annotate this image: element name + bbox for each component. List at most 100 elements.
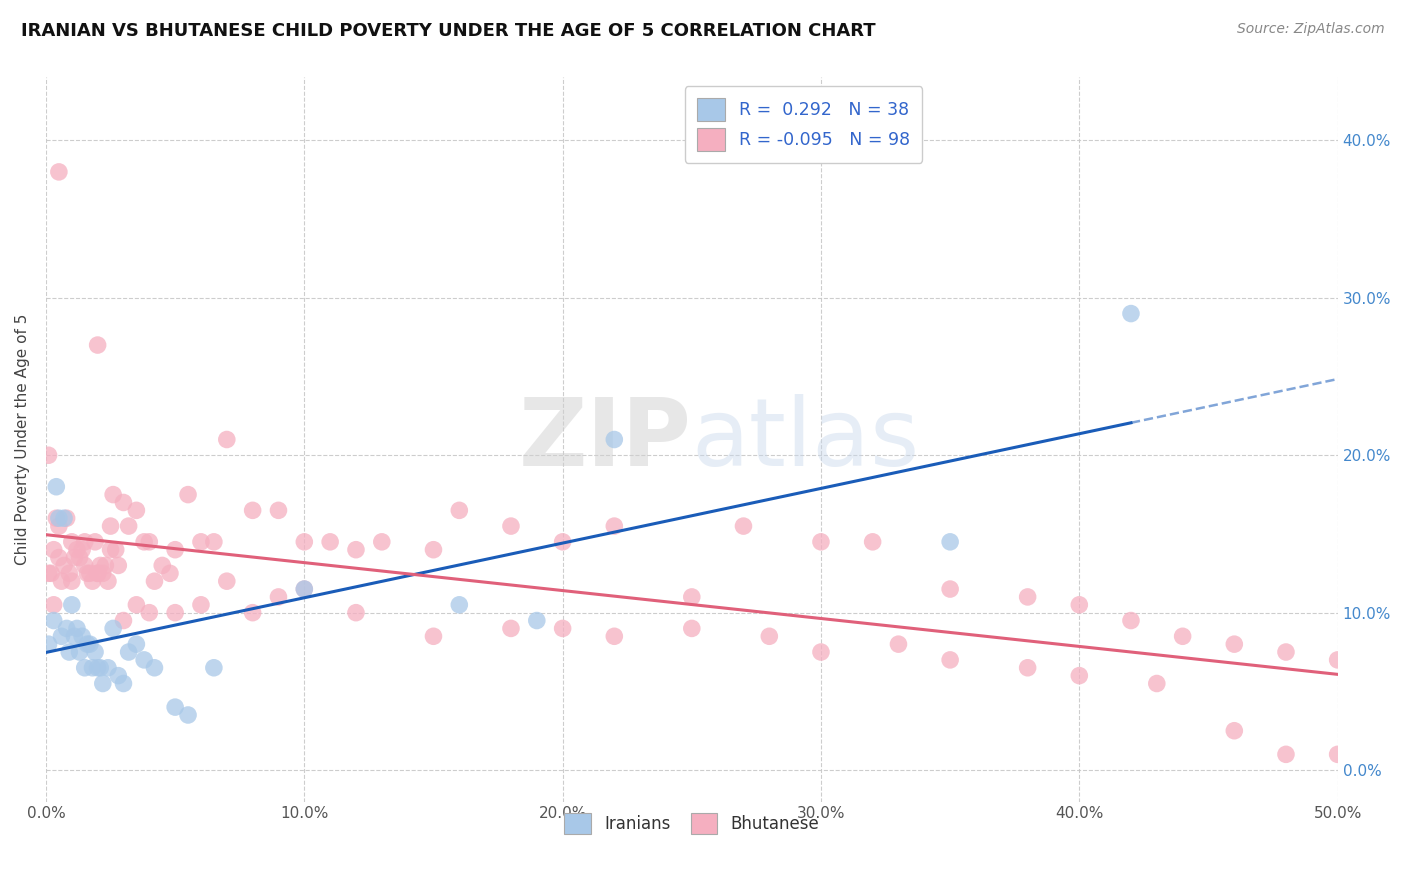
Point bbox=[94, 558, 117, 573]
Point bbox=[51, 629, 73, 643]
Point bbox=[202, 661, 225, 675]
Point bbox=[138, 606, 160, 620]
Point bbox=[84, 645, 107, 659]
Point bbox=[91, 566, 114, 581]
Point bbox=[242, 503, 264, 517]
Point bbox=[1171, 629, 1194, 643]
Point bbox=[134, 534, 156, 549]
Point bbox=[86, 338, 108, 352]
Point bbox=[100, 542, 122, 557]
Point bbox=[292, 582, 315, 596]
Point bbox=[1146, 676, 1168, 690]
Point bbox=[165, 700, 187, 714]
Point bbox=[89, 558, 111, 573]
Point bbox=[86, 661, 108, 675]
Point bbox=[73, 558, 96, 573]
Point bbox=[48, 519, 70, 533]
Point bbox=[177, 487, 200, 501]
Point bbox=[125, 637, 148, 651]
Point bbox=[190, 534, 212, 549]
Point bbox=[267, 590, 290, 604]
Point bbox=[38, 637, 60, 651]
Point bbox=[86, 566, 108, 581]
Point bbox=[60, 534, 83, 549]
Point bbox=[371, 534, 394, 549]
Point bbox=[42, 542, 65, 557]
Point bbox=[449, 598, 471, 612]
Point bbox=[1069, 598, 1091, 612]
Point bbox=[215, 433, 238, 447]
Point bbox=[190, 598, 212, 612]
Point bbox=[1017, 661, 1039, 675]
Point bbox=[82, 661, 104, 675]
Point bbox=[165, 542, 187, 557]
Point bbox=[810, 534, 832, 549]
Point bbox=[422, 542, 444, 557]
Point bbox=[603, 433, 626, 447]
Point bbox=[1223, 723, 1246, 738]
Point bbox=[242, 606, 264, 620]
Point bbox=[79, 637, 101, 651]
Point bbox=[603, 519, 626, 533]
Point bbox=[42, 614, 65, 628]
Point bbox=[319, 534, 342, 549]
Point bbox=[117, 645, 139, 659]
Text: IRANIAN VS BHUTANESE CHILD POVERTY UNDER THE AGE OF 5 CORRELATION CHART: IRANIAN VS BHUTANESE CHILD POVERTY UNDER… bbox=[21, 22, 876, 40]
Point bbox=[344, 606, 367, 620]
Point bbox=[51, 574, 73, 589]
Point bbox=[499, 621, 522, 635]
Point bbox=[91, 676, 114, 690]
Point bbox=[63, 629, 86, 643]
Point bbox=[104, 542, 127, 557]
Point bbox=[82, 574, 104, 589]
Text: ZIP: ZIP bbox=[519, 393, 692, 485]
Point bbox=[66, 542, 89, 557]
Point bbox=[58, 645, 80, 659]
Point bbox=[177, 708, 200, 723]
Point bbox=[101, 621, 124, 635]
Point bbox=[939, 582, 962, 596]
Point bbox=[112, 614, 135, 628]
Point bbox=[84, 534, 107, 549]
Point bbox=[79, 566, 101, 581]
Point bbox=[215, 574, 238, 589]
Point bbox=[73, 534, 96, 549]
Point bbox=[138, 534, 160, 549]
Point bbox=[422, 629, 444, 643]
Point bbox=[76, 637, 98, 651]
Point bbox=[60, 574, 83, 589]
Point bbox=[134, 653, 156, 667]
Text: atlas: atlas bbox=[692, 393, 920, 485]
Point bbox=[499, 519, 522, 533]
Point bbox=[39, 566, 62, 581]
Point bbox=[1119, 614, 1142, 628]
Point bbox=[76, 566, 98, 581]
Point bbox=[69, 550, 91, 565]
Point bbox=[1119, 307, 1142, 321]
Point bbox=[887, 637, 910, 651]
Point bbox=[1223, 637, 1246, 651]
Point bbox=[1275, 747, 1298, 762]
Point bbox=[112, 495, 135, 509]
Point bbox=[89, 661, 111, 675]
Point bbox=[70, 542, 93, 557]
Point bbox=[53, 558, 76, 573]
Point bbox=[38, 448, 60, 462]
Point bbox=[551, 621, 574, 635]
Point bbox=[112, 676, 135, 690]
Point bbox=[48, 550, 70, 565]
Point bbox=[69, 645, 91, 659]
Point bbox=[551, 534, 574, 549]
Point bbox=[202, 534, 225, 549]
Point bbox=[45, 480, 67, 494]
Point bbox=[165, 606, 187, 620]
Legend: Iranians, Bhutanese: Iranians, Bhutanese bbox=[554, 803, 830, 844]
Point bbox=[60, 598, 83, 612]
Point bbox=[48, 511, 70, 525]
Point bbox=[55, 621, 77, 635]
Point bbox=[733, 519, 755, 533]
Point bbox=[45, 511, 67, 525]
Y-axis label: Child Poverty Under the Age of 5: Child Poverty Under the Age of 5 bbox=[15, 314, 30, 566]
Point bbox=[292, 582, 315, 596]
Point bbox=[143, 661, 166, 675]
